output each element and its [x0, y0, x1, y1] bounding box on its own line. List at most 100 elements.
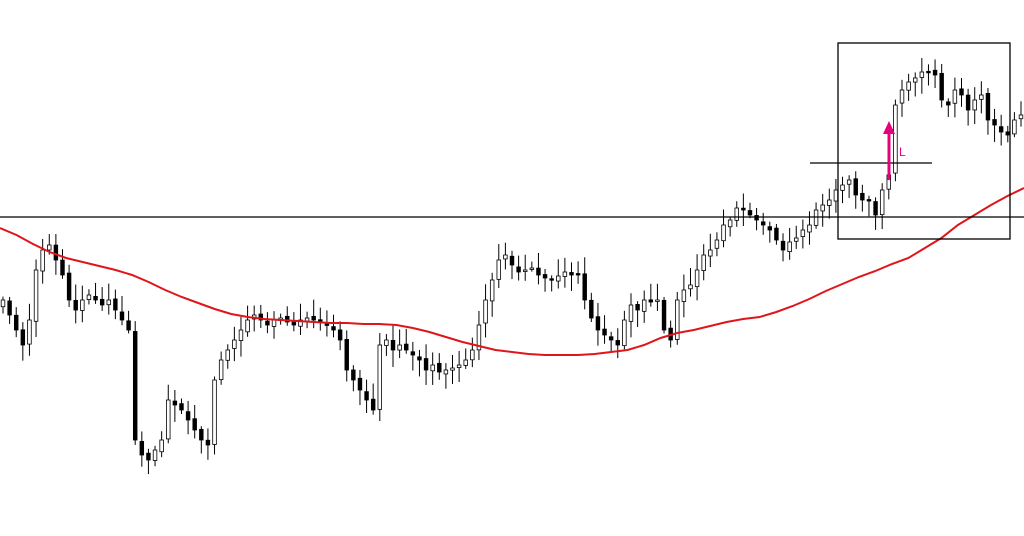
candle-body [602, 328, 607, 336]
candle-body [701, 254, 706, 271]
candle [238, 316, 244, 357]
candle-body [132, 331, 138, 441]
candle-body [20, 329, 26, 346]
candle [661, 297, 667, 334]
candle-body [1018, 114, 1024, 120]
candle [298, 303, 303, 335]
candle [404, 328, 409, 354]
candle [800, 219, 806, 249]
candle [734, 201, 739, 227]
candle [126, 310, 131, 334]
candle-body [159, 439, 164, 453]
candle [1018, 101, 1024, 127]
candle-body [754, 215, 759, 221]
candle [913, 72, 918, 97]
candle [172, 390, 178, 422]
candle [205, 428, 211, 460]
candle-body [794, 237, 799, 242]
candle [615, 328, 620, 359]
candle-body [66, 272, 72, 301]
candle-body [780, 240, 786, 251]
candle-body [245, 319, 250, 333]
candle [635, 301, 640, 327]
candle [14, 307, 19, 338]
candle-body [840, 184, 845, 191]
candle-body [390, 339, 396, 351]
candle-body [304, 317, 310, 322]
candle [417, 349, 422, 377]
candle-body [536, 267, 541, 276]
candle [754, 207, 759, 231]
candle-body [675, 299, 680, 340]
candle [589, 292, 594, 323]
candle-body [708, 249, 713, 257]
candle-body [595, 316, 601, 331]
candle-body [212, 379, 217, 445]
candle [893, 99, 898, 182]
candle-body [40, 249, 45, 272]
candle-body [681, 289, 687, 302]
candle [139, 431, 145, 467]
candle-body [179, 403, 184, 411]
candle [99, 287, 105, 311]
candle [384, 334, 389, 356]
candle [529, 261, 535, 272]
candle-body [1012, 119, 1017, 135]
candle [470, 337, 475, 368]
candle [516, 255, 521, 281]
candle [952, 77, 958, 118]
candle-body [503, 254, 508, 260]
candle-body [166, 399, 171, 440]
candle [939, 64, 944, 108]
candle-body [285, 315, 290, 323]
candle-body [265, 320, 270, 326]
candles-layer [0, 57, 1024, 475]
candle-body [199, 428, 204, 441]
candle-body [423, 358, 429, 371]
candle-body [364, 391, 369, 401]
candle-body [139, 441, 145, 456]
candle-body [760, 221, 766, 226]
candle-body [575, 273, 581, 276]
candle [483, 284, 488, 338]
candle-body [298, 319, 303, 327]
candle-body [106, 299, 111, 306]
candle-body [913, 77, 918, 83]
entry-marker: L [883, 121, 906, 180]
candle [1012, 112, 1017, 138]
candle-body [846, 179, 852, 185]
candle [965, 88, 971, 126]
candle-body [641, 299, 647, 312]
candle [245, 305, 250, 337]
candle [708, 233, 713, 268]
candle [232, 326, 237, 362]
candle-body [569, 272, 574, 276]
candle [926, 64, 931, 86]
candle-body [119, 311, 125, 321]
candle-body [218, 359, 224, 381]
candle-body [714, 239, 720, 249]
candle-body [271, 319, 277, 327]
candle [694, 254, 700, 301]
candle-body [992, 119, 997, 126]
candle [523, 254, 528, 281]
candle-body [483, 299, 488, 324]
candle-body [152, 449, 158, 461]
candle [979, 81, 984, 114]
candle [152, 445, 158, 467]
candle [437, 353, 442, 380]
candle-body [648, 299, 654, 303]
candle-body [80, 299, 85, 311]
candle-body [205, 439, 211, 446]
candle-body [377, 344, 383, 410]
candle [932, 59, 938, 88]
candle-body [853, 178, 858, 196]
candle [787, 227, 792, 260]
candle [106, 283, 111, 315]
candle-body [463, 359, 468, 366]
candle-body [965, 94, 971, 111]
candle [80, 285, 85, 323]
candle-body [397, 344, 402, 351]
candle [906, 73, 911, 101]
candle [192, 404, 197, 439]
